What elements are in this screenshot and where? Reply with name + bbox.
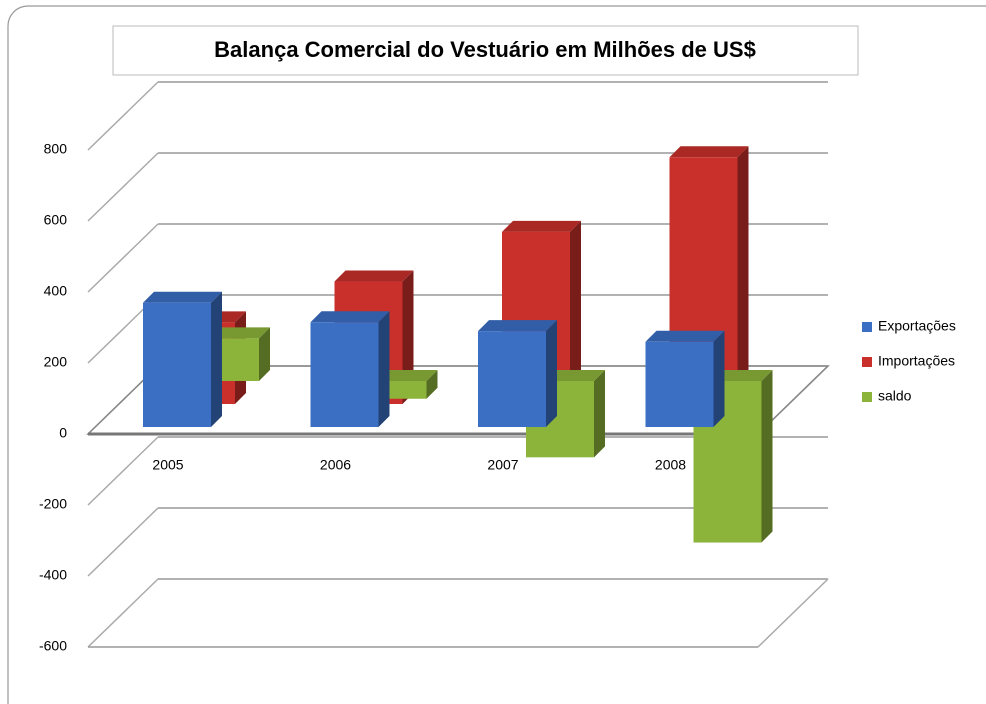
y-tick-label: -200 bbox=[39, 496, 67, 512]
side-grid-line bbox=[87, 223, 159, 293]
y-tick-label: 800 bbox=[44, 141, 68, 157]
side-grid-line bbox=[87, 436, 159, 506]
y-tick-label: 400 bbox=[44, 283, 68, 299]
legend-swatch bbox=[862, 357, 872, 367]
bar-top bbox=[310, 311, 390, 323]
legend-label: saldo bbox=[878, 388, 912, 404]
y-tick-label: -400 bbox=[39, 567, 67, 583]
bar-side bbox=[211, 291, 222, 427]
side-grid-line bbox=[87, 578, 159, 648]
bar-side bbox=[259, 327, 270, 381]
bar-top bbox=[478, 320, 557, 332]
y-tick-label: 200 bbox=[44, 354, 68, 370]
bar-top bbox=[645, 330, 725, 342]
bar bbox=[143, 302, 211, 427]
legend: Exportações Importações saldo bbox=[862, 318, 956, 404]
floor-back-edge bbox=[757, 578, 829, 648]
x-tick-label: 2005 bbox=[152, 457, 183, 473]
bar-top bbox=[334, 270, 414, 282]
bar-side bbox=[761, 370, 773, 543]
bar-side bbox=[594, 370, 605, 458]
side-grid-line bbox=[87, 81, 159, 151]
x-tick-label: 2008 bbox=[655, 457, 686, 473]
bar-side bbox=[378, 311, 390, 427]
title-box bbox=[112, 25, 859, 76]
bar bbox=[310, 322, 379, 427]
side-grid-line bbox=[87, 152, 159, 222]
x-tick-label: 2007 bbox=[487, 457, 518, 473]
bar-side bbox=[570, 220, 581, 404]
chart-title: Balança Comercial do Vestuário em Milhõe… bbox=[214, 37, 756, 62]
legend-label: Importações bbox=[878, 353, 955, 369]
bar-side bbox=[426, 370, 438, 399]
bar-top bbox=[669, 146, 749, 158]
legend-swatch bbox=[862, 392, 872, 402]
bar-top bbox=[143, 291, 222, 303]
bar-side bbox=[546, 320, 557, 427]
bar-top bbox=[502, 220, 581, 232]
y-tick-label: 0 bbox=[59, 425, 67, 441]
y-tick-label: 600 bbox=[44, 212, 68, 228]
x-tick-label: 2006 bbox=[320, 457, 351, 473]
bar-side bbox=[737, 146, 749, 404]
bars bbox=[143, 146, 773, 543]
side-grid-line bbox=[87, 507, 159, 577]
legend-swatch bbox=[862, 322, 872, 332]
bar bbox=[645, 341, 714, 427]
bar-side bbox=[713, 330, 725, 427]
y-tick-label: -600 bbox=[39, 638, 67, 654]
bar bbox=[478, 331, 546, 427]
legend-label: Exportações bbox=[878, 318, 956, 334]
